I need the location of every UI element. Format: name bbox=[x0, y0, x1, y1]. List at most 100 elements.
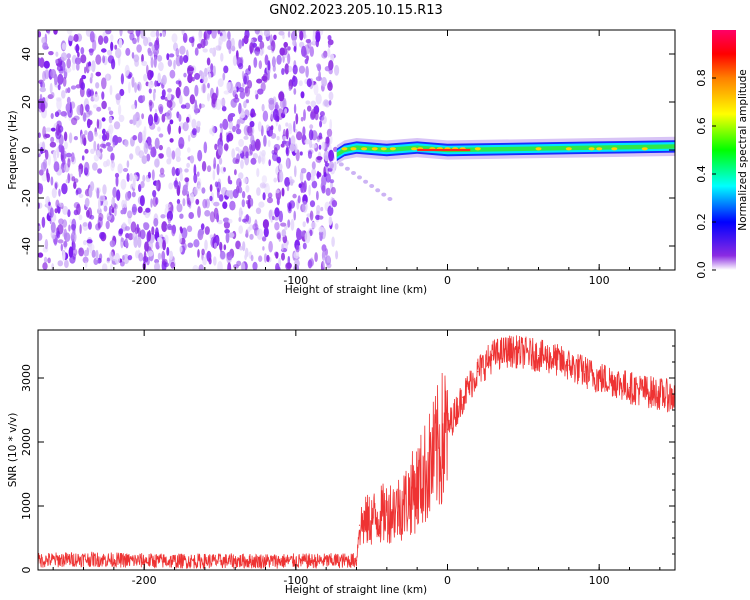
noise-speckle bbox=[256, 167, 260, 178]
noise-speckle bbox=[43, 256, 48, 263]
y-tick-label: -20 bbox=[20, 189, 33, 207]
noise-speckle bbox=[222, 72, 226, 81]
noise-speckle bbox=[252, 153, 258, 160]
noise-speckle bbox=[157, 237, 161, 243]
noise-speckle bbox=[60, 52, 68, 62]
y-tick-label: 3000 bbox=[20, 364, 33, 392]
trail-hotspot bbox=[350, 147, 357, 151]
noise-speckle bbox=[167, 225, 174, 231]
noise-speckle bbox=[80, 82, 86, 90]
noise-speckle bbox=[179, 226, 183, 232]
trail-fragment bbox=[369, 184, 375, 188]
noise-speckle bbox=[88, 110, 93, 116]
noise-speckle bbox=[157, 72, 161, 84]
noise-speckle bbox=[128, 81, 131, 94]
noise-speckle bbox=[267, 70, 270, 81]
noise-speckle bbox=[73, 34, 79, 42]
noise-speckle bbox=[171, 33, 178, 43]
noise-speckle bbox=[321, 250, 326, 261]
spectrogram-marks bbox=[38, 30, 675, 270]
noise-speckle bbox=[178, 232, 182, 244]
noise-speckle bbox=[319, 215, 324, 220]
noise-speckle bbox=[53, 30, 58, 35]
noise-speckle bbox=[112, 141, 116, 148]
noise-speckle bbox=[69, 101, 72, 114]
noise-speckle bbox=[57, 260, 64, 267]
noise-speckle bbox=[187, 147, 191, 153]
noise-speckle bbox=[39, 93, 43, 102]
noise-speckle bbox=[44, 149, 49, 160]
noise-speckle bbox=[178, 114, 182, 122]
noise-speckle bbox=[309, 200, 316, 208]
noise-speckle bbox=[140, 181, 145, 189]
noise-speckle bbox=[252, 261, 258, 270]
noise-speckle bbox=[212, 169, 216, 181]
noise-speckle bbox=[210, 63, 214, 72]
noise-speckle bbox=[307, 105, 312, 112]
noise-speckle bbox=[194, 47, 199, 56]
noise-speckle bbox=[63, 141, 68, 150]
noise-speckle bbox=[245, 68, 252, 75]
snr-series-line bbox=[38, 335, 675, 570]
noise-speckle bbox=[171, 166, 176, 177]
snr-xlabel: Height of straight line (km) bbox=[285, 584, 427, 596]
noise-speckle bbox=[234, 93, 239, 100]
noise-speckle bbox=[303, 109, 306, 121]
noise-speckle bbox=[188, 200, 191, 206]
noise-speckle bbox=[55, 51, 59, 57]
noise-speckle bbox=[226, 134, 231, 143]
noise-speckle bbox=[75, 189, 79, 196]
noise-speckle bbox=[102, 263, 108, 270]
noise-speckle bbox=[289, 143, 295, 152]
x-tick-label: 0 bbox=[444, 574, 451, 587]
noise-speckle bbox=[108, 205, 112, 216]
noise-speckle bbox=[256, 228, 263, 240]
noise-speckle bbox=[323, 99, 329, 107]
noise-speckle bbox=[250, 134, 255, 146]
noise-speckle bbox=[312, 32, 316, 45]
noise-speckle bbox=[257, 35, 263, 43]
noise-speckle bbox=[327, 48, 331, 58]
noise-speckle bbox=[182, 121, 189, 132]
noise-speckle bbox=[301, 184, 307, 193]
noise-speckle bbox=[167, 59, 173, 67]
noise-speckle bbox=[272, 65, 276, 72]
noise-speckle bbox=[147, 143, 153, 150]
noise-speckle bbox=[166, 99, 173, 108]
colorbar-tick-label: 0.2 bbox=[695, 213, 708, 231]
noise-speckle bbox=[257, 121, 262, 132]
noise-speckle bbox=[242, 218, 247, 223]
noise-speckle bbox=[146, 153, 151, 162]
noise-speckle bbox=[60, 243, 63, 252]
noise-speckle bbox=[118, 228, 124, 235]
noise-speckle bbox=[50, 113, 54, 119]
noise-speckle bbox=[288, 85, 292, 92]
noise-speckle bbox=[118, 38, 123, 49]
noise-speckle bbox=[238, 207, 243, 219]
noise-speckle bbox=[175, 80, 181, 85]
noise-speckle bbox=[114, 252, 121, 265]
noise-speckle bbox=[327, 205, 334, 216]
noise-speckle bbox=[293, 103, 297, 114]
noise-speckle bbox=[131, 76, 135, 88]
noise-speckle bbox=[276, 232, 281, 240]
noise-speckle bbox=[96, 106, 102, 112]
noise-speckle bbox=[103, 35, 109, 44]
noise-speckle bbox=[134, 227, 139, 235]
noise-speckle bbox=[143, 250, 147, 263]
noise-speckle bbox=[273, 34, 277, 41]
noise-speckle bbox=[169, 69, 176, 79]
noise-speckle bbox=[163, 262, 169, 268]
noise-speckle bbox=[55, 59, 59, 64]
noise-speckle bbox=[102, 133, 107, 142]
snr-point bbox=[82, 558, 85, 560]
snr-point bbox=[522, 351, 524, 353]
noise-speckle bbox=[300, 91, 305, 99]
noise-speckle bbox=[68, 224, 71, 232]
noise-speckle bbox=[294, 165, 297, 178]
noise-speckle bbox=[273, 216, 279, 221]
noise-speckle bbox=[169, 250, 174, 261]
noise-speckle bbox=[213, 242, 218, 249]
noise-speckle bbox=[290, 135, 296, 147]
